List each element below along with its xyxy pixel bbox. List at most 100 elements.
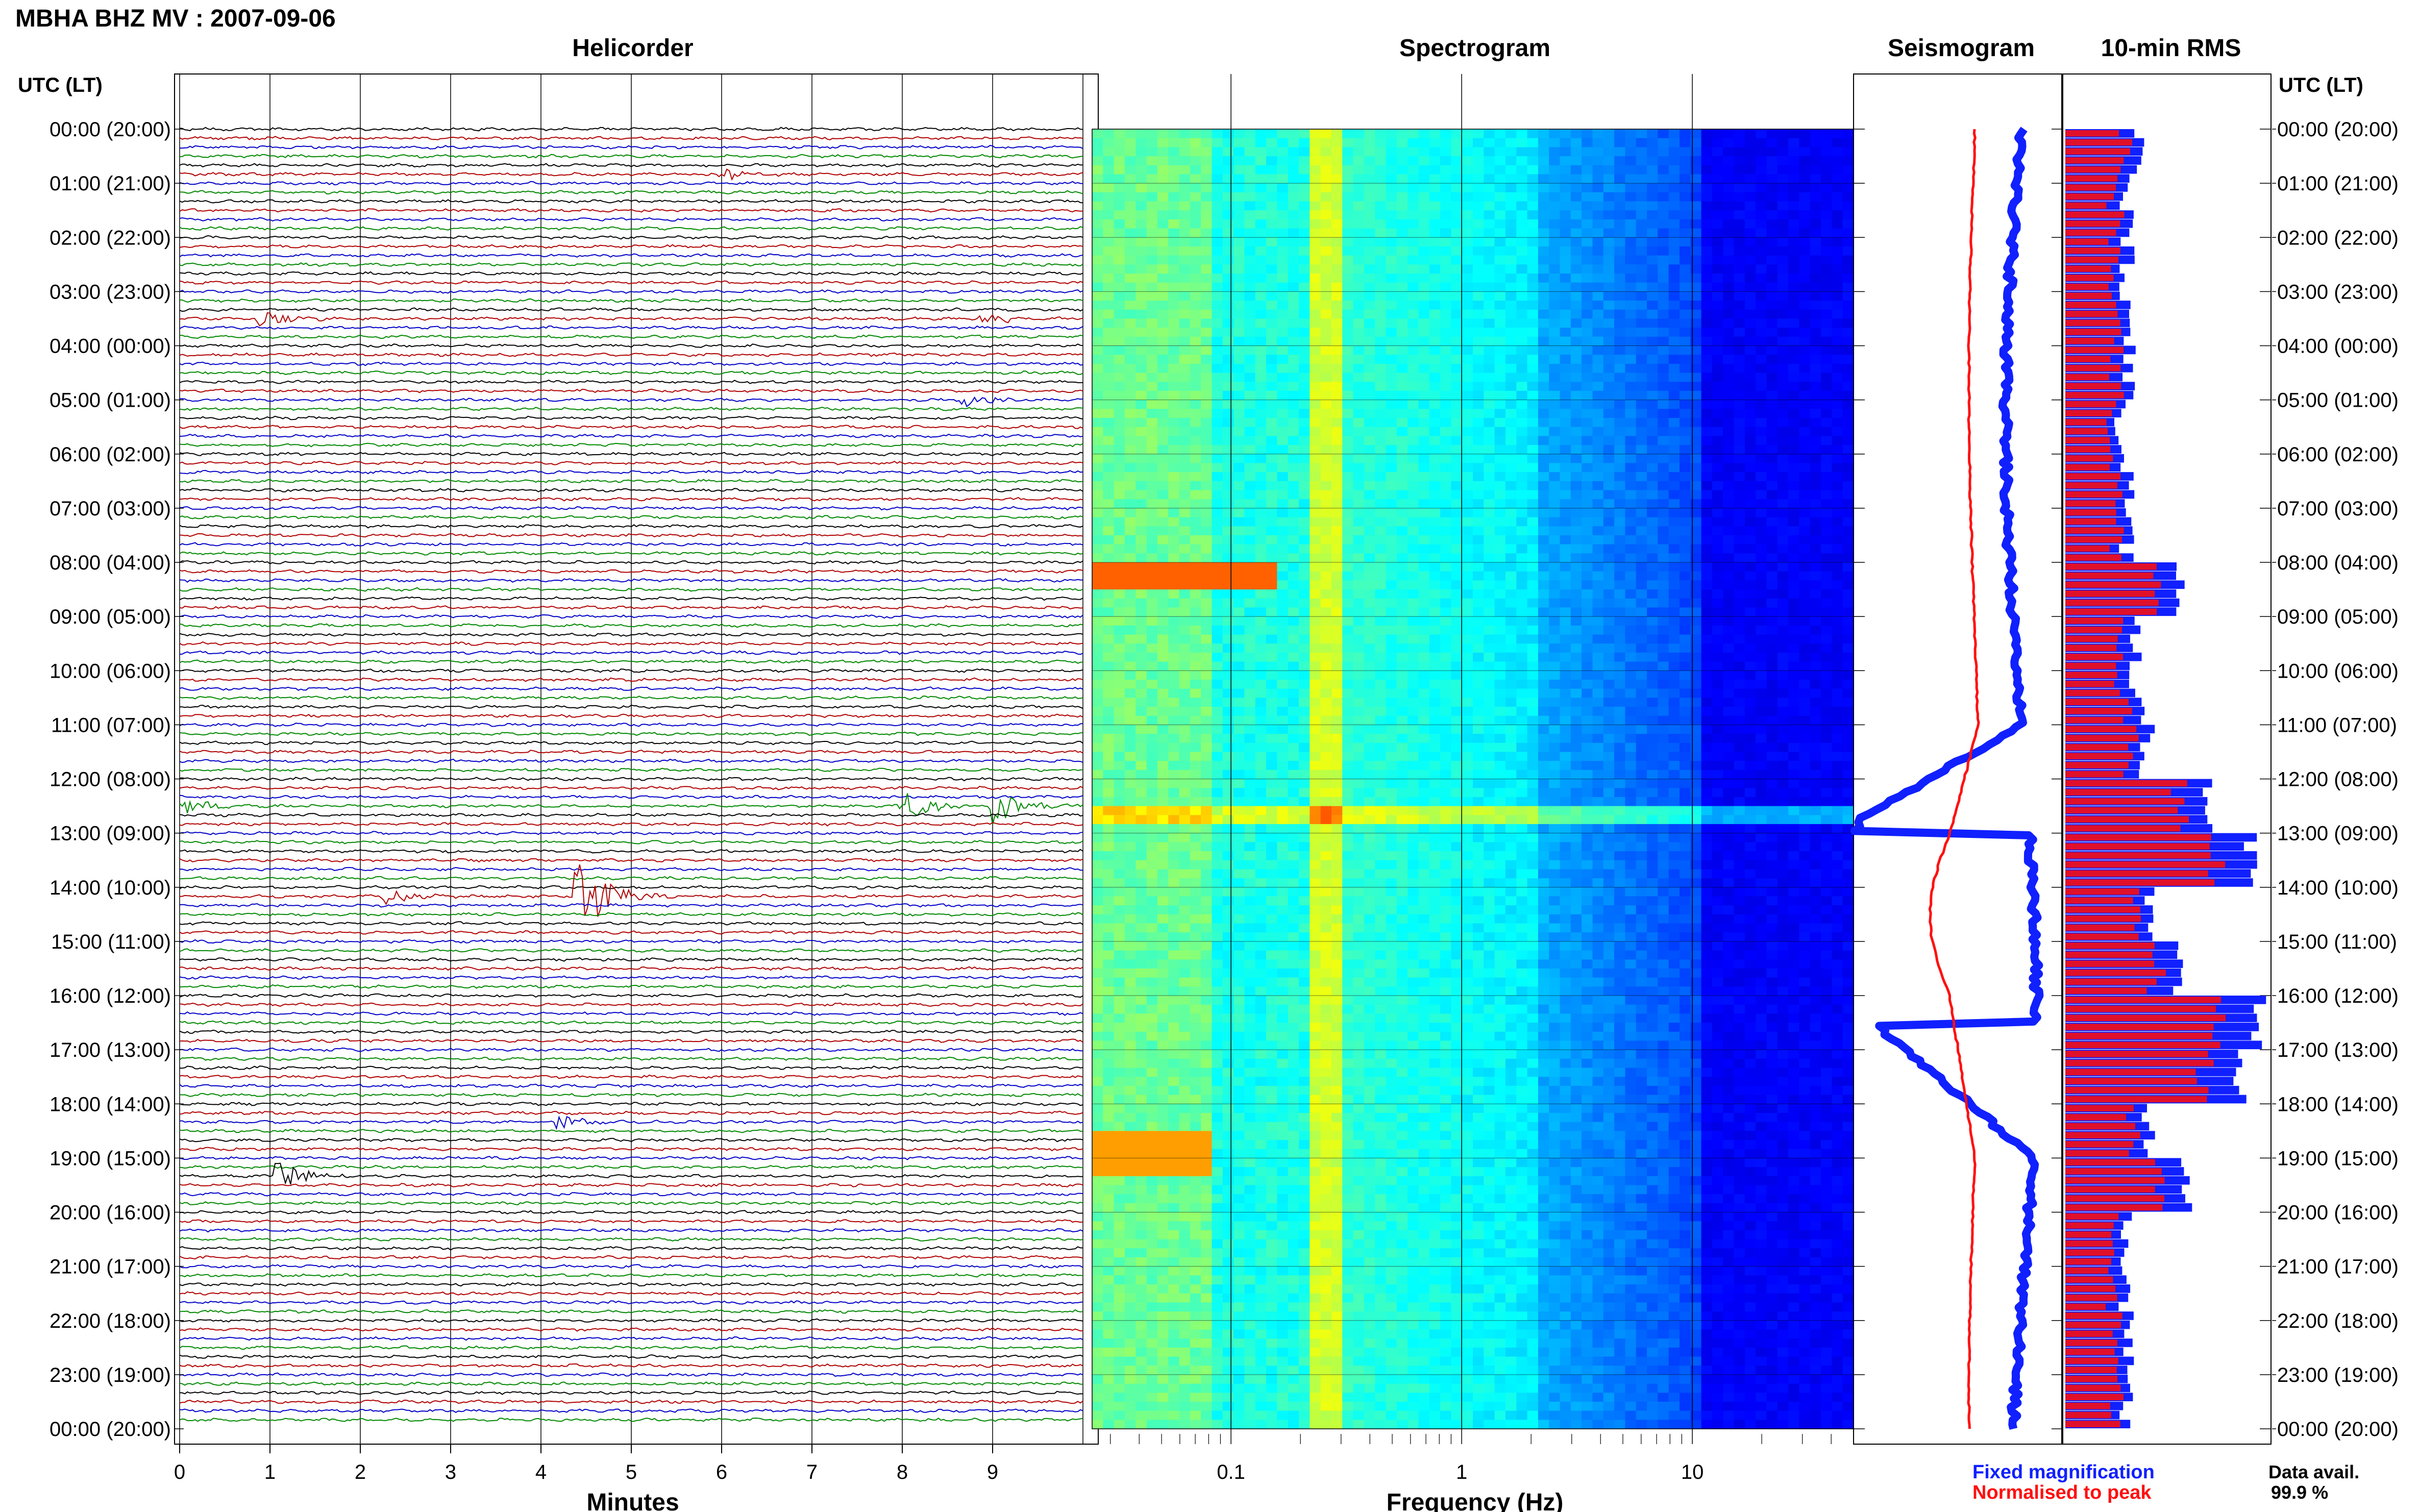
- spectrogram-cell: [1582, 544, 1593, 554]
- spectrogram-cell: [1516, 688, 1528, 698]
- spectrogram-cell: [1429, 580, 1441, 590]
- spectrogram-cell: [1712, 138, 1723, 147]
- spectrogram-cell: [1320, 409, 1332, 418]
- spectrogram-cell: [1331, 499, 1343, 509]
- spectrogram-cell: [1570, 742, 1582, 753]
- spectrogram-cell: [1396, 445, 1408, 455]
- spectrogram-cell: [1494, 382, 1506, 391]
- helicorder-trace: [179, 1101, 1083, 1106]
- spectrogram-cell: [1527, 382, 1539, 391]
- spectrogram-cell: [1179, 301, 1191, 310]
- spectrogram-cell: [1636, 409, 1647, 418]
- spectrogram-cell: [1408, 363, 1419, 374]
- spectrogram-cell: [1364, 219, 1375, 229]
- spectrogram-cell: [1429, 481, 1441, 491]
- spectrogram-cell: [1451, 382, 1463, 391]
- spectrogram-cell: [1701, 147, 1713, 157]
- spectrogram-cell: [1668, 237, 1680, 247]
- spectrogram-cell: [1766, 418, 1778, 428]
- spectrogram-cell: [1157, 309, 1169, 319]
- spectrogram-cell: [1712, 400, 1723, 409]
- spectrogram-cell: [1146, 499, 1158, 509]
- spectrogram-cell: [1266, 598, 1277, 608]
- spectrogram-cell: [1146, 661, 1158, 671]
- spectrogram-cell: [1103, 517, 1115, 527]
- helicorder-trace: [179, 1164, 1083, 1170]
- spectrogram-cell: [1103, 345, 1115, 355]
- spectrogram-cell: [1353, 156, 1365, 166]
- spectrogram-cell: [1788, 589, 1799, 599]
- spectrogram-cell: [1484, 255, 1495, 265]
- spectrogram-cell: [1462, 427, 1473, 436]
- spectrogram-cell: [1179, 481, 1191, 491]
- spectrogram-cell: [1810, 147, 1821, 157]
- spectrogram-cell: [1668, 481, 1680, 491]
- spectrogram-cell: [1799, 490, 1811, 500]
- spectrogram-cell: [1103, 210, 1115, 220]
- spectrogram-cell: [1560, 580, 1571, 590]
- spectrogram-cell: [1277, 679, 1289, 689]
- spectrogram-cell: [1157, 318, 1169, 328]
- spectrogram-cell: [1560, 553, 1571, 563]
- spectrogram-cell: [1320, 688, 1332, 698]
- spectrogram-cell: [1516, 237, 1528, 247]
- spectrogram-cell: [1582, 734, 1593, 743]
- spectrogram-cell: [1386, 535, 1397, 545]
- spectrogram-cell: [1320, 138, 1332, 147]
- spectrogram-cell: [1408, 138, 1419, 147]
- spectrogram-cell: [1451, 264, 1463, 274]
- spectrogram-cell: [1342, 490, 1354, 500]
- spectrogram-cell: [1396, 183, 1408, 193]
- spectrogram-cell: [1484, 138, 1495, 147]
- spectrogram-cell: [1777, 345, 1789, 355]
- spectrogram-cell: [1222, 400, 1234, 409]
- helicorder-trace: [179, 1137, 1083, 1143]
- spectrogram-cell: [1179, 499, 1191, 509]
- spectrogram-cell: [1310, 625, 1321, 635]
- spectrogram-cell: [1680, 454, 1691, 464]
- spectrogram-cell: [1473, 643, 1484, 653]
- spectrogram-cell: [1494, 418, 1506, 428]
- spectrogram-cell: [1266, 210, 1277, 220]
- spectrogram-cell: [1299, 192, 1310, 202]
- spectrogram-cell: [1277, 616, 1289, 626]
- spectrogram-cell: [1788, 688, 1799, 698]
- spectrogram-cell: [1636, 156, 1647, 166]
- spectrogram-cell: [1538, 499, 1549, 509]
- spectrogram-cell: [1701, 544, 1713, 554]
- spectrogram-cell: [1744, 219, 1756, 229]
- spectrogram-cell: [1418, 336, 1430, 346]
- spectrogram-cell: [1092, 373, 1103, 382]
- spectrogram-cell: [1179, 643, 1191, 653]
- spectrogram-cell: [1799, 336, 1811, 346]
- spectrogram-cell: [1538, 174, 1549, 184]
- spectrogram-cell: [1810, 274, 1821, 283]
- spectrogram-cell: [1516, 707, 1528, 716]
- spectrogram-cell: [1299, 382, 1310, 391]
- spectrogram-cell: [1201, 589, 1212, 599]
- spectrogram-cell: [1299, 445, 1310, 455]
- spectrogram-cell: [1396, 264, 1408, 274]
- spectrogram-cell: [1136, 309, 1147, 319]
- spectrogram-cell: [1560, 192, 1571, 202]
- spectrogram-cell: [1777, 147, 1789, 157]
- spectrogram-cell: [1222, 598, 1234, 608]
- spectrogram-cell: [1516, 400, 1528, 409]
- spectrogram-cell: [1092, 707, 1103, 716]
- spectrogram-cell: [1353, 598, 1365, 608]
- spectrogram-cell: [1756, 607, 1767, 617]
- spectrogram-cell: [1408, 336, 1419, 346]
- spectrogram-cell: [1527, 553, 1539, 563]
- spectrogram-cell: [1603, 661, 1615, 671]
- spectrogram-cell: [1527, 409, 1539, 418]
- helicorder-trace: [179, 452, 1083, 457]
- spectrogram-cell: [1658, 427, 1669, 436]
- spectrogram-cell: [1157, 571, 1169, 581]
- spectrogram-cell: [1516, 147, 1528, 157]
- spectrogram-cell: [1473, 201, 1484, 211]
- spectrogram-cell: [1386, 382, 1397, 391]
- spectrogram-cell: [1788, 345, 1799, 355]
- spectrogram-cell: [1408, 571, 1419, 581]
- spectrogram-cell: [1538, 138, 1549, 147]
- spectrogram-cell: [1462, 580, 1473, 590]
